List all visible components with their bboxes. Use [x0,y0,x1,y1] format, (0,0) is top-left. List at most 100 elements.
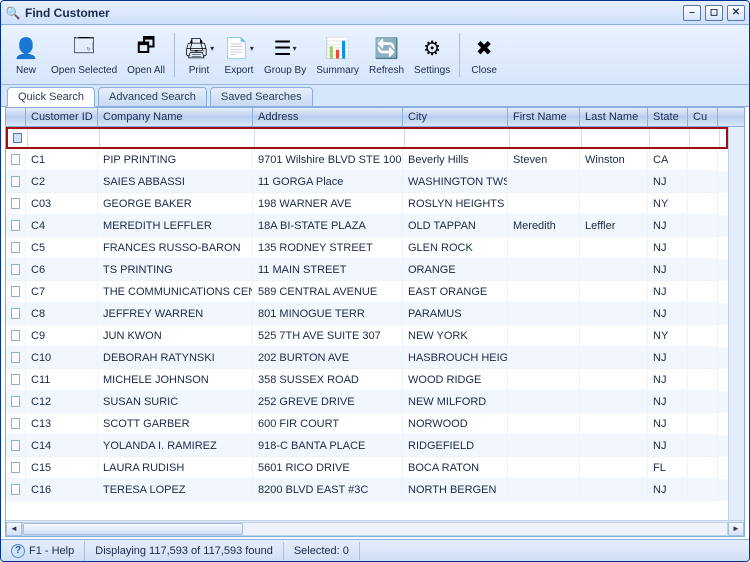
row-checkbox[interactable] [11,220,20,231]
print-button[interactable]: 🖨▾Print [180,31,218,78]
filter-first-name[interactable] [515,131,576,145]
cell-city: RIDGEFIELD [403,435,508,457]
table-row[interactable]: C1PIP PRINTING9701 Wilshire BLVD STE 100… [6,149,728,171]
col-address[interactable]: Address [253,108,403,126]
cell-cu [688,281,718,303]
cell-first-name [508,193,580,215]
table-row[interactable]: C13SCOTT GARBER600 FIR COURTNORWOODNJ [6,413,728,435]
filter-address[interactable] [260,131,399,145]
close-window-button[interactable]: ✕ [727,5,745,21]
row-checkbox[interactable] [11,396,20,407]
table-row[interactable]: C8JEFFREY WARREN801 MINOGUE TERRPARAMUSN… [6,303,728,325]
settings-button[interactable]: ⚙Settings [410,31,454,78]
tab-quick-search[interactable]: Quick Search [7,87,95,107]
maximize-button[interactable]: ◻ [705,5,723,21]
minimize-button[interactable]: – [683,5,701,21]
table-row[interactable]: C16TERESA LOPEZ8200 BLVD EAST #3CNORTH B… [6,479,728,501]
cell-last-name [580,391,648,413]
open-all-button[interactable]: 🗗Open All [123,31,169,78]
cell-last-name [580,237,648,259]
cell-first-name [508,369,580,391]
row-checkbox[interactable] [11,374,20,385]
cell-state: FL [648,457,688,479]
cell-first-name [508,237,580,259]
table-row[interactable]: C5FRANCES RUSSO-BARON135 RODNEY STREETGL… [6,237,728,259]
row-checkbox[interactable] [11,264,20,275]
filter-city[interactable] [410,131,504,145]
col-last-name[interactable]: Last Name [580,108,648,126]
col-customer-id[interactable]: Customer ID [26,108,98,126]
open-selected-button[interactable]: 🗔Open Selected [47,31,121,78]
close-button[interactable]: ✖Close [465,31,503,78]
new-button[interactable]: 👤New [7,31,45,78]
cell-company: TS PRINTING [98,259,253,281]
col-state[interactable]: State [648,108,688,126]
row-checkbox[interactable] [11,154,20,165]
toolbar: 👤New🗔Open Selected🗗Open All 🖨▾Print📄▾Expo… [1,25,749,85]
cell-address: 135 RODNEY STREET [253,237,403,259]
filter-last-name[interactable] [587,131,644,145]
print-icon: 🖨▾ [184,33,214,63]
table-row[interactable]: C2SAIES ABBASSI11 GORGA PlaceWASHINGTON … [6,171,728,193]
status-help[interactable]: ? F1 - Help [1,541,85,561]
cell-first-name [508,413,580,435]
table-row[interactable]: C15LAURA RUDISH5601 RICO DRIVEBOCA RATON… [6,457,728,479]
table-row[interactable]: C9JUN KWON525 7TH AVE SUITE 307NEW YORKN… [6,325,728,347]
col-company[interactable]: Company Name [98,108,253,126]
row-checkbox[interactable] [11,352,20,363]
cell-address: 358 SUSSEX ROAD [253,369,403,391]
cell-last-name [580,171,648,193]
table-row[interactable]: C14YOLANDA I. RAMIREZ918-C BANTA PLACERI… [6,435,728,457]
col-city[interactable]: City [403,108,508,126]
group-by-button[interactable]: ☰▾Group By [260,31,310,78]
cell-customer-id: C7 [26,281,98,303]
row-checkbox[interactable] [11,440,20,451]
filter-cu[interactable] [695,131,714,145]
table-row[interactable]: C10DEBORAH RATYNSKI202 BURTON AVEHASBROU… [6,347,728,369]
vertical-scrollbar[interactable] [728,127,744,520]
cell-cu [688,171,718,193]
table-row[interactable]: C4MEREDITH LEFFLER18A BI-STATE PLAZAOLD … [6,215,728,237]
row-checkbox[interactable] [11,242,20,253]
find-customer-window: 🔍 Find Customer – ◻ ✕ 👤New🗔Open Selected… [0,0,750,562]
filter-customer-id[interactable] [33,131,94,145]
summary-button[interactable]: 📊Summary [312,31,363,78]
filter-checkbox[interactable] [13,133,22,143]
table-row[interactable]: C6TS PRINTING11 MAIN STREETORANGENJ [6,259,728,281]
row-checkbox[interactable] [11,418,20,429]
scroll-right-icon[interactable]: ► [728,522,744,536]
cell-company: MEREDITH LEFFLER [98,215,253,237]
col-cu[interactable]: Cu [688,108,718,126]
row-checkbox[interactable] [11,286,20,297]
horizontal-scrollbar[interactable]: ◄ ► [6,520,744,536]
cell-customer-id: C1 [26,149,98,171]
row-checkbox[interactable] [11,462,20,473]
row-checkbox[interactable] [11,484,20,495]
col-first-name[interactable]: First Name [508,108,580,126]
export-button[interactable]: 📄▾Export [220,31,258,78]
cell-city: ROSLYN HEIGHTS [403,193,508,215]
cell-last-name: Leffler [580,215,648,237]
col-checkbox[interactable] [6,108,26,126]
cell-address: 600 FIR COURT [253,413,403,435]
row-checkbox[interactable] [11,330,20,341]
app-icon: 🔍 [5,5,21,21]
filter-row [6,127,728,149]
filter-state[interactable] [655,131,684,145]
tab-advanced-search[interactable]: Advanced Search [98,87,207,106]
status-bar: ? F1 - Help Displaying 117,593 of 117,59… [1,539,749,561]
table-row[interactable]: C12SUSAN SURIC252 GREVE DRIVENEW MILFORD… [6,391,728,413]
cell-state: NJ [648,303,688,325]
row-checkbox[interactable] [11,176,20,187]
table-row[interactable]: C7THE COMMUNICATIONS CENTER589 CENTRAL A… [6,281,728,303]
row-checkbox[interactable] [11,198,20,209]
refresh-button[interactable]: 🔄Refresh [365,31,408,78]
row-checkbox[interactable] [11,308,20,319]
tab-saved-searches[interactable]: Saved Searches [210,87,313,106]
search-tabs: Quick SearchAdvanced SearchSaved Searche… [1,85,749,107]
cell-first-name [508,479,580,501]
table-row[interactable]: C03GEORGE BAKER198 WARNER AVEROSLYN HEIG… [6,193,728,215]
filter-company[interactable] [105,131,249,145]
table-row[interactable]: C11MICHELE JOHNSON358 SUSSEX ROADWOOD RI… [6,369,728,391]
scroll-left-icon[interactable]: ◄ [6,522,22,536]
